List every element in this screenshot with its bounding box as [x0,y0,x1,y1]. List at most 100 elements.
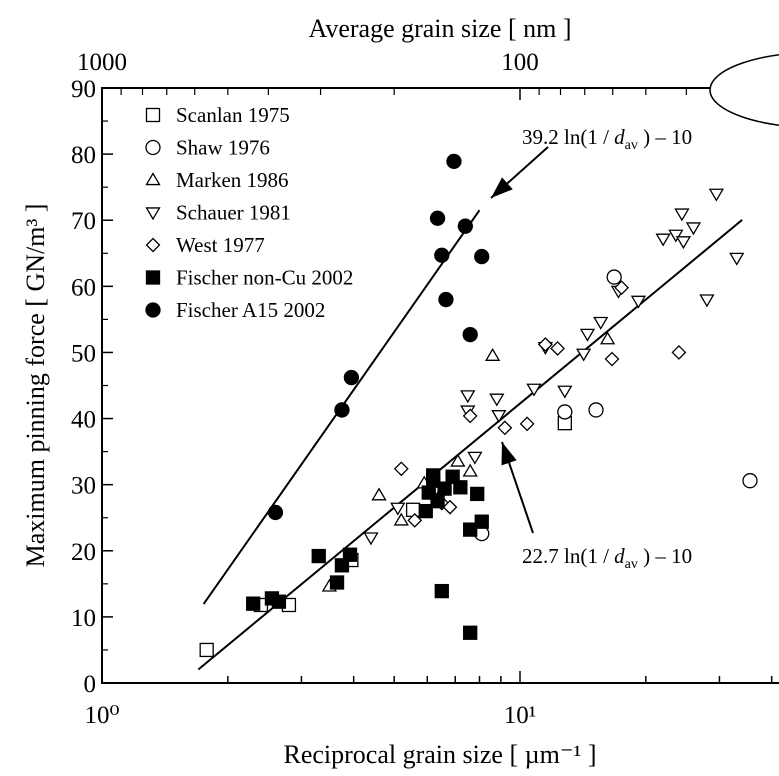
legend-marker [145,270,161,285]
data-point [450,453,466,467]
data-point [199,642,214,658]
annotation-label-upper: 39.2 ln(1 / dav ) – 10 [522,125,692,153]
data-point [474,248,490,265]
data-point [576,348,592,362]
annotation-arrow-upper-head [491,177,513,198]
y-tick-label: 30 [71,473,96,500]
data-point [550,341,565,356]
x-tick-label: 10¹ [504,702,537,729]
data-point [474,514,489,529]
y-tick-label: 50 [71,340,96,367]
legend-label: Marken 1986 [176,168,289,192]
legend-marker [145,237,161,253]
data-point [708,188,725,202]
data-point [329,575,345,590]
data-point [463,625,478,640]
callout-oval [709,53,779,127]
data-point [484,347,501,361]
y-tick-label: 0 [84,671,97,698]
data-point [418,503,433,519]
data-point [671,345,687,360]
series-fischer-a15-2002 [267,153,490,521]
y-axis [102,87,113,684]
data-point [519,416,535,432]
data-point [593,316,609,330]
top-tick-label: 1000 [77,49,127,76]
data-point [430,494,445,509]
data-point [446,153,462,170]
data-point [614,280,630,296]
data-point [588,402,604,418]
data-point [537,337,553,352]
data-point [467,451,483,465]
data-point [599,331,616,345]
legend-label: Scanlan 1975 [176,103,290,127]
data-point [437,481,452,496]
data-point [438,291,454,308]
legend-marker [145,107,161,123]
data-point [491,410,507,424]
y-tick-label: 70 [71,208,96,235]
y-tick-label: 80 [71,142,96,169]
legend-label: Fischer A15 2002 [176,298,325,322]
data-point [334,558,350,573]
data-point [267,504,284,521]
top-axis-title: Average grain size [ nm ] [308,14,571,43]
series-schauer-1981 [363,188,745,546]
data-point [426,468,441,483]
data-point [434,583,449,599]
x-tick-label: 10⁰ [84,702,119,729]
data-point [457,218,473,234]
data-point [429,210,446,226]
y-axis-title: Maximum pinning force [ GN/m³ ] [21,204,50,568]
data-point [742,473,758,489]
annotation-arrow-lower-head [501,442,517,466]
legend-label: West 1977 [176,233,265,257]
data-point [246,596,261,611]
data-point [462,326,478,343]
data-point [497,420,513,436]
data-point [342,547,358,562]
data-point [390,502,406,516]
annotation-label-lower: 22.7 ln(1 / dav ) – 10 [522,544,692,572]
legend-marker [145,139,161,156]
x-axis-title: Reciprocal grain size [ µm⁻¹ ] [284,740,597,769]
legend-marker [145,207,161,221]
data-point [463,522,478,537]
data-point [655,233,671,247]
y-tick-label: 40 [71,407,96,434]
data-point [334,402,350,418]
series-fischer-non-cu-2002 [246,468,489,640]
data-point [668,229,684,243]
data-point [271,594,287,609]
data-point [630,295,647,309]
fit-line-2 [197,219,743,671]
top-tick-label: 100 [501,49,539,76]
data-point [343,369,360,386]
data-point [393,461,409,477]
data-point [604,351,620,367]
data-point [462,463,478,477]
data-point [675,236,692,250]
legend-marker [145,302,161,318]
series-shaw-1976 [474,269,758,542]
data-point [311,548,326,564]
y-tick-label: 10 [71,605,96,632]
data-point [363,532,379,546]
data-point [405,502,421,517]
data-point [434,247,450,263]
data-point [470,486,485,502]
legend-marker [145,172,161,186]
data-point [371,487,387,501]
legend-label: Fischer non-Cu 2002 [176,266,353,290]
data-point [445,469,460,484]
data-point [685,222,702,236]
legend: Scanlan 1975 Shaw 1976 Marken 1986 Schauer … [145,103,353,322]
data-point [674,208,690,222]
data-point [579,328,596,342]
data-point [442,499,458,515]
data-point [462,408,478,424]
data-point [489,393,505,407]
y-tick-label: 90 [71,76,96,103]
